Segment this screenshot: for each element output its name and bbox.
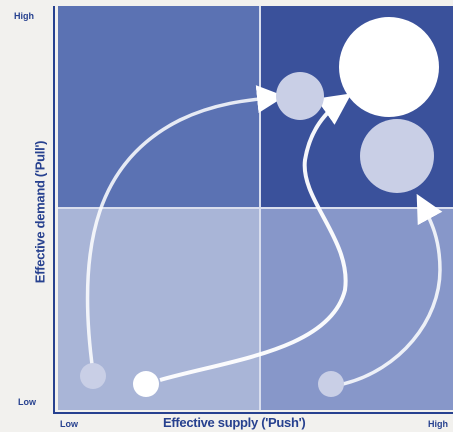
x-axis-high-label: High	[428, 419, 448, 429]
quadrant-top-left	[58, 6, 260, 208]
y-axis-title: Effective demand ('Pull')	[32, 140, 48, 284]
circle-bottom-left-white	[133, 371, 159, 397]
arrow-left-to-top-center	[85, 85, 285, 373]
circle-top-center	[276, 72, 324, 120]
circle-top-right-medium	[360, 119, 434, 193]
y-axis-low-label: Low	[18, 397, 36, 407]
y-axis-high-label: High	[14, 11, 34, 21]
x-axis-low-label: Low	[60, 419, 78, 429]
arrow-right-to-top-right-circle	[342, 193, 443, 386]
circle-top-right-large	[339, 17, 439, 117]
x-axis-title: Effective supply ('Push')	[163, 415, 306, 430]
arrow-bottom-to-large-circle	[159, 93, 352, 382]
quadrant-bottom-right	[260, 208, 453, 410]
circle-bottom-right	[318, 371, 344, 397]
circle-bottom-left	[80, 363, 106, 389]
